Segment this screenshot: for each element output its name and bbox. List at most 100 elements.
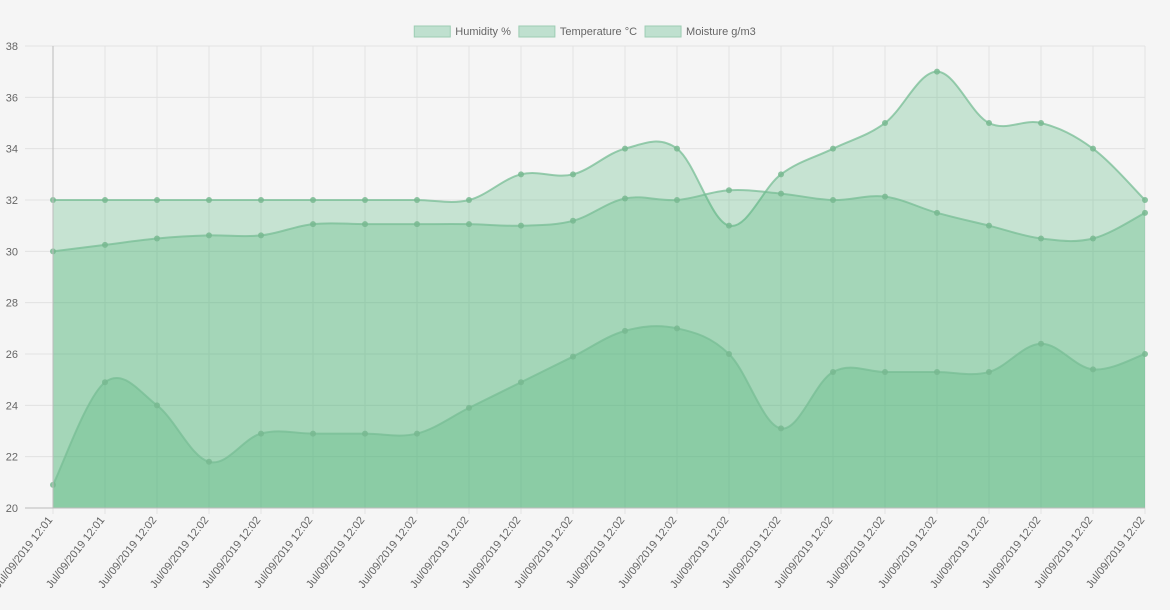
x-tick-label: Jul/09/2019 12:02	[720, 514, 783, 590]
x-tick-label: Jul/09/2019 12:02	[668, 514, 731, 590]
data-point	[986, 368, 992, 375]
x-tick-label: Jul/09/2019 12:02	[616, 514, 679, 590]
x-tick-label: Jul/09/2019 12:02	[460, 514, 523, 590]
x-tick-label: Jul/09/2019 12:02	[408, 514, 471, 590]
legend-swatch	[413, 25, 451, 38]
x-tick-label: Jul/09/2019 12:02	[1084, 514, 1147, 590]
data-point	[206, 458, 212, 465]
data-point	[154, 402, 160, 409]
data-point	[154, 235, 160, 242]
data-point	[622, 195, 628, 202]
y-tick-label: 30	[6, 246, 18, 258]
data-point	[882, 120, 888, 126]
x-tick-label: Jul/09/2019 12:02	[512, 514, 575, 590]
data-point	[986, 120, 992, 126]
data-point	[1090, 366, 1096, 373]
x-tick-label: Jul/09/2019 12:02	[200, 514, 263, 590]
data-point	[570, 171, 576, 178]
x-tick-label: Jul/09/2019 12:02	[1032, 514, 1095, 590]
series-area-0	[53, 71, 1145, 509]
data-point	[622, 145, 628, 152]
y-tick-label: 26	[6, 349, 18, 361]
data-point	[726, 187, 732, 194]
x-tick-label: Jul/09/2019 12:02	[876, 514, 939, 590]
y-tick-label: 22	[6, 452, 18, 464]
legend[interactable]: Humidity % Temperature °C Moisture g/m3	[413, 25, 756, 38]
y-tick-label: 32	[6, 195, 18, 207]
data-point	[258, 430, 264, 437]
series-areas	[52, 70, 1146, 509]
series-points	[50, 68, 1148, 488]
grid-lines	[25, 45, 1146, 514]
data-point	[830, 197, 836, 203]
data-point	[466, 404, 472, 411]
legend-swatch	[518, 25, 556, 38]
data-point	[1142, 197, 1148, 203]
legend-swatch	[644, 25, 682, 38]
data-point	[778, 425, 784, 432]
x-tick-label: Jul/09/2019 12:02	[304, 514, 367, 590]
data-point	[1038, 340, 1044, 347]
data-point	[570, 217, 576, 224]
data-point	[882, 193, 888, 200]
data-point	[726, 222, 732, 229]
y-tick-label: 28	[6, 298, 18, 310]
data-point	[310, 221, 316, 228]
data-point	[882, 368, 888, 375]
data-point	[986, 222, 992, 229]
data-point	[622, 327, 628, 334]
data-point	[102, 379, 108, 386]
data-point	[206, 232, 212, 239]
y-tick-label: 36	[6, 92, 18, 104]
data-point	[310, 197, 316, 203]
data-point	[934, 209, 940, 216]
data-point	[778, 171, 784, 178]
data-point	[206, 197, 212, 203]
data-point	[570, 353, 576, 360]
x-tick-label: Jul/09/2019 12:02	[356, 514, 419, 590]
data-point	[934, 368, 940, 375]
data-point	[362, 430, 368, 437]
data-point	[258, 232, 264, 239]
legend-label[interactable]: Temperature °C	[560, 26, 637, 38]
data-point	[414, 197, 420, 203]
data-point	[1090, 145, 1096, 152]
data-point	[310, 430, 316, 437]
y-tick-label: 20	[6, 503, 18, 515]
data-point	[362, 221, 368, 228]
data-point	[1038, 235, 1044, 242]
legend-label[interactable]: Humidity %	[455, 26, 511, 38]
data-point	[414, 221, 420, 228]
data-point	[674, 197, 680, 203]
y-tick-label: 24	[6, 400, 18, 412]
data-point	[1142, 209, 1148, 216]
x-tick-label: Jul/09/2019 12:02	[928, 514, 991, 590]
data-point	[830, 368, 836, 375]
y-tick-label: 38	[6, 41, 18, 53]
x-tick-label: Jul/09/2019 12:02	[980, 514, 1043, 590]
data-point	[674, 325, 680, 332]
data-point	[726, 351, 732, 357]
data-point	[830, 145, 836, 152]
data-point	[102, 241, 108, 248]
data-point	[466, 197, 472, 203]
legend-label[interactable]: Moisture g/m3	[686, 26, 756, 38]
x-tick-label: Jul/09/2019 12:01	[44, 514, 107, 590]
data-point	[362, 197, 368, 203]
data-point	[1090, 235, 1096, 242]
data-point	[518, 222, 524, 229]
x-tick-label: Jul/09/2019 12:02	[96, 514, 159, 590]
data-point	[1038, 120, 1044, 126]
data-point	[518, 379, 524, 386]
data-point	[674, 145, 680, 152]
data-point	[154, 197, 160, 203]
x-tick-label: Jul/09/2019 12:02	[824, 514, 887, 590]
data-point	[934, 68, 940, 75]
x-tick-label: Jul/09/2019 12:02	[252, 514, 315, 590]
data-point	[1142, 351, 1148, 357]
data-point	[414, 430, 420, 437]
x-tick-label: Jul/09/2019 12:02	[148, 514, 211, 590]
x-tick-label: Jul/09/2019 12:02	[564, 514, 627, 590]
data-point	[778, 190, 784, 197]
